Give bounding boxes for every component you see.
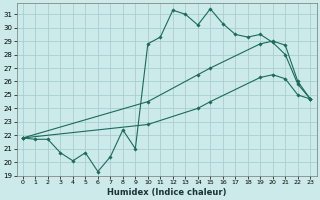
X-axis label: Humidex (Indice chaleur): Humidex (Indice chaleur) xyxy=(107,188,226,197)
